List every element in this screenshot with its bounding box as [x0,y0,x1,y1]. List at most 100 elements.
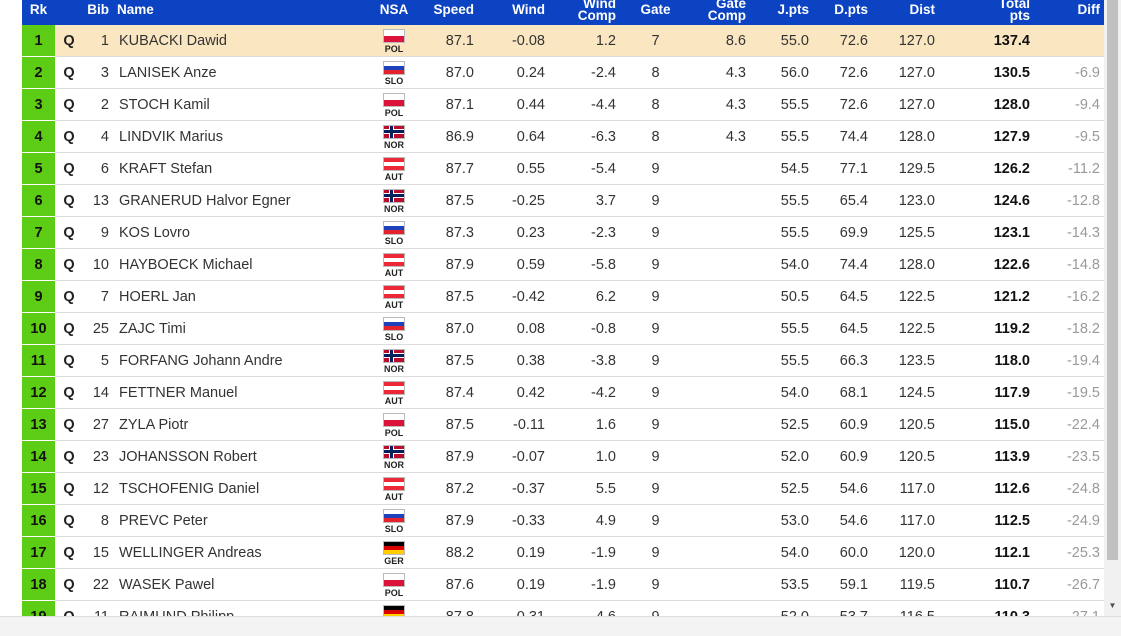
name-cell[interactable]: LANISEK Anze [113,56,369,89]
table-row[interactable]: 9 Q 7 HOERL Jan AUT 87.5 -0.42 6.2 9 50.5 64.5 122.… [22,280,1104,313]
qualified-cell: Q [55,280,83,313]
name-cell[interactable]: HAYBOECK Michael [113,248,369,281]
name-cell[interactable]: GRANERUD Halvor Egner [113,184,369,217]
slovenia-flag-icon [383,220,405,235]
table-row[interactable]: 8 Q 10 HAYBOECK Michael AUT 87.9 0.59 -5.8 9 54.0… [22,248,1104,281]
dpts-cell: 65.4 [813,184,872,217]
total-pts-cell: 126.2 [939,152,1034,185]
gate-comp-cell [691,376,750,409]
qualified-cell: Q [55,88,83,121]
name-cell[interactable]: STOCH Kamil [113,88,369,121]
speed-cell: 88.2 [419,536,478,569]
nsa-code: NOR [384,203,404,214]
poland-flag-icon [383,28,405,43]
nsa-cell: AUT [369,376,419,409]
table-row[interactable]: 1 Q 1 KUBACKI Dawid POL 87.1 -0.08 1.2 7 8.6 55.0 7… [22,25,1104,57]
table-row[interactable]: 6 Q 13 GRANERUD Halvor Egner NOR 87.5 -0.25 3.7… [22,184,1104,217]
table-row[interactable]: 3 Q 2 STOCH Kamil POL 87.1 0.44 -4.4 8 4.3 55.5 72.… [22,88,1104,121]
header-jpts[interactable]: J.pts [750,0,813,25]
header-diff[interactable]: Diff [1034,0,1104,25]
jpts-cell: 55.5 [750,216,813,249]
chevron-down-icon[interactable]: ▼ [1108,601,1117,610]
header-dpts[interactable]: D.pts [813,0,872,25]
nsa-code: AUT [384,299,404,310]
jpts-cell: 52.5 [750,472,813,505]
name-cell[interactable]: PREVC Peter [113,504,369,537]
name-cell[interactable]: KUBACKI Dawid [113,25,369,57]
name-cell[interactable]: LINDVIK Marius [113,120,369,153]
header-gate-comp[interactable]: Gate Comp [691,0,750,25]
table-row[interactable]: 18 Q 22 WASEK Pawel POL 87.6 0.19 -1.9 9 53.5 59.1… [22,568,1104,601]
nsa-cell: POL [369,88,419,121]
diff-cell: -14.8 [1034,248,1104,281]
table-row[interactable]: 7 Q 9 KOS Lovro SLO 87.3 0.23 -2.3 9 55.5 69.9 125.… [22,216,1104,249]
dist-cell: 122.5 [872,280,939,313]
table-row[interactable]: 16 Q 8 PREVC Peter SLO 87.9 -0.33 4.9 9 53.0 54.6 1… [22,504,1104,537]
table-row[interactable]: 13 Q 27 ZYLA Piotr POL 87.5 -0.11 1.6 9 52.5 60.9 1… [22,408,1104,441]
table-row[interactable]: 15 Q 12 TSCHOFENIG Daniel AUT 87.2 -0.37 5.5 9 52… [22,472,1104,505]
table-row[interactable]: 10 Q 25 ZAJC Timi SLO 87.0 0.08 -0.8 9 55.5 64.5 12… [22,312,1104,345]
header-gate-comp-line2: Comp [707,7,746,23]
name-cell[interactable]: JOHANSSON Robert [113,440,369,473]
total-pts-cell: 112.5 [939,504,1034,537]
total-pts-cell: 112.6 [939,472,1034,505]
nsa-code: SLO [384,331,404,342]
name-cell[interactable]: WELLINGER Andreas [113,536,369,569]
table-row[interactable]: 5 Q 6 KRAFT Stefan AUT 87.7 0.55 -5.4 9 54.5 77.1 1… [22,152,1104,185]
dpts-cell: 66.3 [813,344,872,377]
vertical-scrollbar[interactable]: ▼ [1104,0,1121,616]
table-row[interactable]: 4 Q 4 LINDVIK Marius NOR 86.9 0.64 -6.3 8 4.3 55.5… [22,120,1104,153]
nsa-code: NOR [384,139,404,150]
gate-comp-cell: 4.3 [691,88,750,121]
name-cell[interactable]: WASEK Pawel [113,568,369,601]
name-cell[interactable]: RAIMUND Philipp [113,600,369,616]
table-row[interactable]: 19Q11RAIMUND Philipp GER 87.8-0.314.69 52.0… [22,600,1104,616]
speed-cell: 87.9 [419,248,478,281]
wind-comp-cell: -5.8 [549,248,620,281]
name-cell[interactable]: KOS Lovro [113,216,369,249]
name-cell[interactable]: FORFANG Johann Andre [113,344,369,377]
name-cell[interactable]: ZYLA Piotr [113,408,369,441]
poland-flag-icon [383,572,405,587]
bib-cell: 4 [83,120,113,153]
name-cell[interactable]: KRAFT Stefan [113,152,369,185]
jpts-cell: 53.0 [750,504,813,537]
table-row[interactable]: 11 Q 5 FORFANG Johann Andre NOR 87.5 0.38 -3.8 9… [22,344,1104,377]
table-row[interactable]: 14 Q 23 JOHANSSON Robert NOR 87.9 -0.07 1.0 9 52.… [22,440,1104,473]
wind-comp-cell: 4.9 [549,504,620,537]
header-speed[interactable]: Speed [419,0,478,25]
gate-cell: 9 [620,536,691,569]
header-name[interactable]: Name [113,0,369,25]
rank-cell: 8 [22,248,55,281]
header-wind[interactable]: Wind [478,0,549,25]
bib-cell: 1 [83,25,113,57]
table-row[interactable]: 12 Q 14 FETTNER Manuel AUT 87.4 0.42 -4.2 9 54.0 6… [22,376,1104,409]
scrollbar-thumb[interactable] [1107,0,1118,560]
total-pts-cell: 121.2 [939,280,1034,313]
header-dist[interactable]: Dist [872,0,939,25]
header-total-pts[interactable]: Total pts [939,0,1034,25]
header-gate[interactable]: Gate [620,0,691,25]
gate-comp-cell [691,184,750,217]
dpts-cell: 60.9 [813,408,872,441]
header-rk[interactable]: Rk [22,0,55,25]
table-row[interactable]: 2 Q 3 LANISEK Anze SLO 87.0 0.24 -2.4 8 4.3 56.0 72… [22,56,1104,89]
header-nsa[interactable]: NSA [369,0,419,25]
name-cell[interactable]: HOERL Jan [113,280,369,313]
slovenia-flag-icon [383,316,405,331]
dpts-cell: 64.5 [813,312,872,345]
gate-comp-cell [691,568,750,601]
header-bib[interactable]: Bib [83,0,113,25]
rank-cell: 15 [22,472,55,505]
name-cell[interactable]: FETTNER Manuel [113,376,369,409]
nsa-badge: AUT [381,252,407,278]
rank-cell: 9 [22,280,55,313]
nsa-code: AUT [384,267,404,278]
header-wind-comp[interactable]: Wind Comp [549,0,620,25]
table-row[interactable]: 17 Q 15 WELLINGER Andreas GER 88.2 0.19 -1.9 9 54… [22,536,1104,569]
dist-cell: 124.5 [872,376,939,409]
wind-comp-cell: -1.9 [549,536,620,569]
bib-cell: 23 [83,440,113,473]
name-cell[interactable]: ZAJC Timi [113,312,369,345]
name-cell[interactable]: TSCHOFENIG Daniel [113,472,369,505]
